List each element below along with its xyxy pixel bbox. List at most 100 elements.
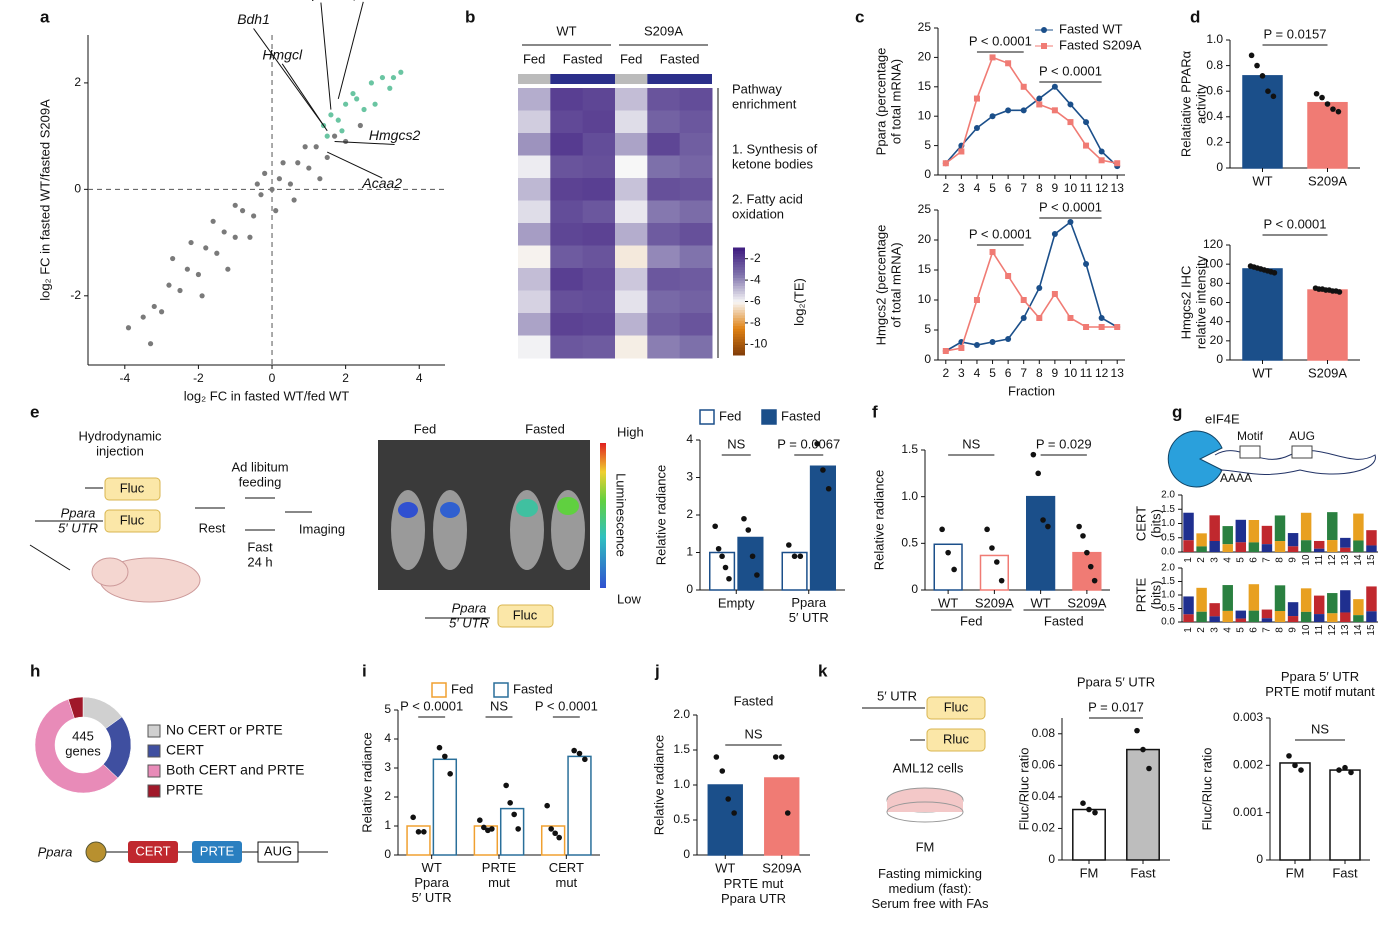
label: Ppara 5′ UTR — [58, 506, 98, 536]
label: FM — [916, 839, 935, 854]
cell — [647, 133, 681, 156]
x-tick-label: 13 — [1340, 624, 1351, 636]
gene-label: Acaa2 — [361, 175, 402, 191]
point — [477, 817, 483, 823]
marker — [1114, 160, 1121, 167]
colorbar-step — [733, 346, 745, 351]
point — [994, 559, 1000, 565]
x-tick-label: WT — [1031, 595, 1051, 610]
y-axis-label: Relative radiance — [651, 735, 666, 835]
y-tick-label: 15 — [918, 262, 932, 276]
legend-label: Fed — [451, 681, 473, 696]
y-tick-label: 0.003 — [1233, 710, 1263, 724]
y-tick-label: 4 — [686, 432, 693, 446]
y-tick-label: 0.06 — [1032, 758, 1056, 772]
x-tick-label: S209A — [1067, 595, 1106, 610]
colorbar-step — [733, 266, 745, 270]
x-tick-label: 4 — [1222, 627, 1233, 633]
colorbar-step — [733, 284, 745, 289]
colorbar-step — [733, 260, 745, 265]
panel-label: i — [362, 661, 367, 680]
cell — [679, 88, 713, 111]
x-tick-label: CERT mut — [549, 860, 584, 890]
annotation: P < 0.0001 — [969, 33, 1032, 48]
y-tick-label: 0.5 — [673, 812, 690, 826]
point — [140, 314, 146, 320]
point — [398, 69, 404, 75]
gene-label: Bdh1 — [237, 11, 270, 27]
logo-letter — [1222, 585, 1233, 611]
label: CERT — [135, 843, 170, 858]
point — [357, 122, 363, 129]
point — [221, 229, 227, 235]
logo-letter — [1353, 513, 1364, 541]
point — [1040, 517, 1046, 523]
label: AUG — [264, 843, 292, 858]
x-tick-label: 3 — [958, 181, 965, 195]
y-tick-label: 10 — [918, 292, 932, 306]
colorbar-step — [733, 301, 745, 305]
logo-letter — [1366, 545, 1377, 552]
x-tick-label: 5 — [1235, 557, 1246, 563]
marker — [1020, 315, 1027, 321]
x-tick-label: 13 — [1111, 366, 1125, 380]
colorbar-step — [733, 325, 745, 329]
panel-label: k — [818, 661, 828, 680]
label: Ppara 5′ UTR — [449, 601, 489, 631]
point — [147, 341, 154, 347]
y-tick-label: 1.5 — [673, 742, 690, 756]
point — [1254, 62, 1260, 69]
point — [262, 170, 268, 176]
x-tick-label: FM — [1286, 865, 1305, 880]
point — [1330, 106, 1336, 112]
marker — [1051, 107, 1058, 114]
colorbar-step — [733, 263, 745, 268]
point — [313, 144, 319, 150]
point — [791, 553, 798, 560]
logo-letter — [1235, 542, 1247, 552]
point — [548, 826, 554, 832]
y-tick-label: 80 — [1210, 276, 1224, 290]
label: Fasted — [525, 421, 565, 436]
x-tick-label: S209A — [1308, 365, 1347, 380]
marker — [1083, 119, 1090, 126]
point — [544, 802, 550, 809]
logo-letter — [1353, 540, 1364, 552]
cell — [550, 245, 584, 269]
logo-letter — [1209, 540, 1220, 552]
point — [269, 186, 275, 192]
x-tick-label: 6 — [1005, 366, 1012, 380]
cell — [550, 313, 584, 336]
colorbar-step — [733, 303, 745, 308]
marker — [1083, 142, 1090, 149]
legend-swatch — [147, 724, 161, 738]
point — [387, 85, 393, 91]
colorbar-step — [733, 309, 745, 313]
x-tick-label: 7 — [1020, 181, 1027, 195]
x-tick-label: 11 — [1314, 554, 1325, 565]
cell — [518, 313, 551, 336]
bar — [432, 758, 458, 856]
marker — [1051, 83, 1058, 90]
point — [1140, 746, 1146, 753]
y-tick-label: 0 — [1256, 852, 1263, 866]
y-tick-label: 25 — [918, 202, 932, 216]
cell — [647, 200, 681, 224]
header-bar — [550, 74, 615, 84]
logo-letter — [1366, 586, 1377, 612]
logo-letter — [1327, 593, 1338, 614]
cell — [679, 110, 713, 134]
bar — [1329, 769, 1361, 861]
label: Hydrodynamic injection — [78, 429, 162, 459]
label: Low — [617, 591, 641, 606]
bar — [1242, 75, 1283, 169]
cell — [582, 313, 616, 336]
x-tick-label: 5 — [989, 181, 996, 195]
point — [945, 549, 951, 556]
cell — [550, 110, 584, 134]
x-tick-label: 7 — [1262, 557, 1273, 563]
point — [939, 526, 945, 533]
point — [195, 271, 202, 278]
label: AML12 cells — [893, 760, 964, 775]
colorbar-step — [733, 298, 745, 302]
